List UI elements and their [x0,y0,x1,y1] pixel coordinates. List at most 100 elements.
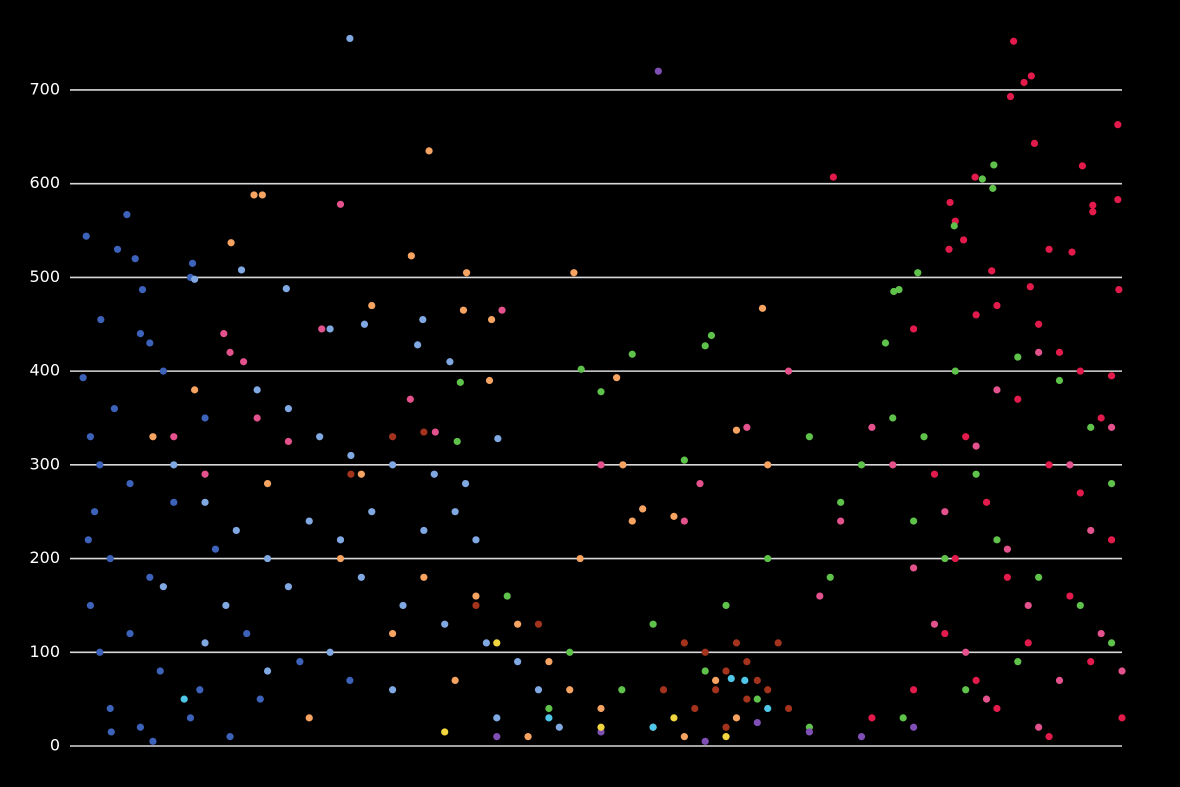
point [305,517,313,525]
point [441,728,449,736]
point [201,498,209,506]
point [191,275,199,283]
point [982,695,991,703]
y-tick-label: 500 [29,267,60,286]
point [493,639,501,647]
point [524,733,532,741]
point [722,667,730,675]
point [654,67,662,75]
y-tick-label: 700 [29,79,60,98]
point [406,395,414,403]
point [972,470,980,478]
point [764,554,772,563]
point [570,269,578,277]
point [732,714,741,722]
point [857,461,866,469]
point [326,325,334,333]
point [1014,353,1022,361]
point [514,620,522,628]
point [239,358,248,366]
point [156,667,164,675]
point [628,350,636,358]
point [368,301,376,310]
point [420,428,428,436]
y-tick-label: 100 [29,642,60,661]
point [1076,367,1084,375]
point [597,723,605,731]
point [941,508,949,516]
point [113,245,122,253]
point [566,648,574,656]
point [97,315,105,324]
point [170,461,178,469]
point [1045,733,1053,741]
point [232,526,240,535]
point [243,629,251,638]
point [1068,248,1076,256]
point [712,686,720,694]
point [498,306,506,314]
point [1024,601,1032,610]
point [930,470,939,478]
point [159,367,167,375]
point [1003,545,1011,553]
point [191,386,199,394]
point [256,695,264,703]
point [1087,526,1095,535]
point [326,648,334,656]
point [990,161,998,169]
point [186,714,195,722]
point [459,306,468,314]
point [86,601,95,610]
point [639,505,647,513]
point [545,658,553,666]
point [764,686,772,694]
point [680,517,688,525]
point [1097,629,1105,638]
point [90,508,99,516]
point [881,339,890,347]
point [357,470,365,478]
point [472,536,480,544]
point [284,437,292,446]
point [1045,245,1053,253]
point [420,573,428,581]
point [1055,676,1064,684]
y-tick-label: 400 [29,361,60,380]
point [597,461,605,469]
y-tick-label: 200 [29,548,60,567]
point [107,728,115,736]
point [456,378,464,386]
point [346,34,354,43]
point [1055,348,1064,356]
point [336,536,345,544]
point [106,554,114,563]
point [701,667,709,675]
point [201,639,209,647]
point [485,376,494,385]
point [82,232,90,240]
point [263,479,272,488]
point [941,554,949,563]
point [357,573,365,581]
point [318,325,326,333]
point [131,255,139,263]
point [670,512,678,520]
point [960,236,968,244]
point [482,639,490,647]
point [220,330,228,338]
point [336,200,345,208]
point [138,285,147,294]
point [826,573,834,581]
point [96,461,104,469]
point [1118,714,1126,722]
point [1010,37,1018,45]
point [597,704,605,713]
point [722,601,730,610]
point [722,733,730,741]
point [305,714,313,722]
point [577,365,585,373]
point [253,386,261,394]
point [425,147,433,155]
point [1107,372,1116,380]
